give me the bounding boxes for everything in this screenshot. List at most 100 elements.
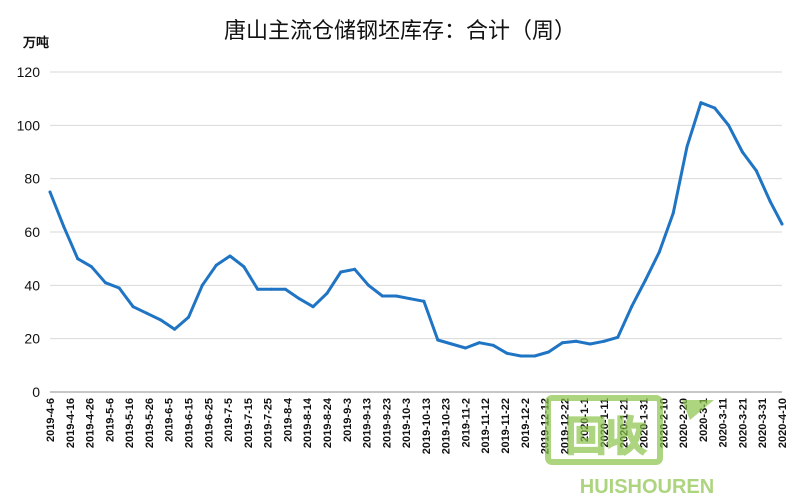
x-tick-label: 2019-10-23 [441, 398, 453, 454]
data-point [131, 305, 135, 309]
data-point [48, 190, 52, 194]
data-point [159, 318, 163, 322]
y-tick-labels: 0 20 40 60 80 100 120 [17, 64, 41, 400]
watermark-main-text: 回收 [566, 415, 646, 459]
x-tick-label: 2019-5-6 [104, 398, 116, 442]
data-point [780, 222, 784, 226]
data-point [242, 265, 246, 269]
x-tick-label: 2019-10-13 [421, 398, 433, 454]
series-line-0 [48, 101, 784, 358]
x-tick-label: 2019-6-25 [203, 398, 215, 448]
data-point [380, 294, 384, 298]
data-point [228, 254, 232, 258]
y-tick-label: 100 [17, 117, 41, 133]
x-tick-label: 2019-6-15 [183, 398, 195, 448]
data-point [560, 341, 564, 345]
x-tick-label: 2019-7-25 [263, 398, 275, 448]
data-point [367, 283, 370, 287]
x-tick-label: 2020-1-21 [619, 398, 631, 448]
data-point [533, 354, 537, 358]
data-point [394, 294, 398, 298]
data-point [768, 199, 772, 203]
x-tick-label: 2019-9-13 [362, 398, 374, 448]
y-tick-label: 20 [24, 331, 40, 347]
watermark-box [545, 395, 663, 465]
x-tick-label: 2019-11-12 [480, 398, 492, 454]
x-tick-label: 2019-9-23 [381, 398, 393, 448]
data-point [353, 267, 357, 271]
data-point [740, 150, 744, 154]
y-tick-label: 0 [32, 384, 40, 400]
data-point [200, 283, 204, 287]
x-tick-label: 2019-6-5 [164, 398, 176, 442]
data-point [547, 350, 551, 354]
data-point [90, 265, 93, 269]
x-tick-label: 2019-11-22 [500, 398, 512, 454]
x-tick-label: 2019-5-26 [144, 398, 156, 448]
data-point [62, 225, 66, 229]
y-axis-unit: 万吨 [22, 35, 49, 51]
x-tick-label: 2019-4-26 [85, 398, 97, 448]
data-point [103, 281, 107, 285]
data-point [311, 305, 315, 309]
x-tick-label: 2020-3-21 [737, 398, 749, 448]
data-point [436, 338, 440, 342]
data-point [422, 299, 426, 303]
data-point [657, 250, 661, 254]
data-point [491, 343, 495, 347]
data-point [754, 169, 758, 173]
x-tick-label: 2019-7-5 [223, 398, 235, 442]
data-point [713, 106, 717, 110]
watermark: 回收 HUISHOUREN [545, 395, 714, 498]
data-point [699, 101, 703, 105]
data-point [339, 270, 343, 274]
data-point [214, 263, 218, 267]
data-point [588, 342, 592, 346]
data-point [256, 287, 260, 291]
data-point [464, 346, 467, 350]
watermark-sub-text: HUISHOUREN [580, 476, 714, 498]
data-point [630, 305, 634, 309]
data-point [187, 315, 190, 319]
data-point [505, 351, 509, 355]
data-point [727, 123, 731, 127]
data-point [325, 291, 329, 295]
x-tick-label: 2019-10-3 [401, 398, 413, 448]
data-point [519, 354, 523, 358]
x-tick-labels: 2019-4-6 2019-4-16 2019-4-26 2019-5-6 2019-5… [45, 397, 789, 454]
data-point [283, 287, 287, 291]
data-point [270, 287, 274, 291]
data-point [145, 311, 149, 315]
grid-lines [50, 71, 782, 340]
x-tick-label: 2019-12-22 [559, 398, 571, 454]
x-tick-label: 2019-8-4 [282, 397, 294, 442]
x-tick-label: 2019-4-6 [45, 398, 57, 442]
data-point [477, 341, 481, 345]
data-point [450, 342, 454, 346]
x-tick-label: 2020-4-10 [777, 398, 789, 448]
data-point [76, 257, 80, 261]
data-point [117, 286, 121, 290]
y-tick-label: 120 [17, 64, 41, 80]
y-tick-label: 80 [24, 171, 40, 187]
x-tick-label: 2019-8-24 [322, 397, 334, 448]
data-point [644, 278, 647, 282]
x-tick-label: 2019-4-16 [65, 398, 77, 448]
x-tick-label: 2020-1-31 [639, 398, 651, 448]
data-point [297, 297, 301, 301]
data-point [173, 327, 177, 331]
y-tick-label: 40 [24, 277, 40, 293]
x-tick-label: 2019-9-3 [342, 398, 354, 442]
data-point [602, 339, 606, 343]
data-point [671, 211, 675, 215]
data-point [616, 335, 620, 339]
x-tick-label: 2020-3-11 [718, 398, 730, 448]
data-point [408, 297, 412, 301]
x-tick-label: 2019-11-2 [460, 398, 472, 448]
x-tick-label: 2019-8-14 [302, 397, 314, 448]
x-tick-label: 2020-3-31 [757, 398, 769, 448]
x-tick-label: 2020-1-1 [579, 398, 591, 442]
data-point [685, 145, 689, 149]
y-tick-label: 60 [24, 224, 40, 240]
